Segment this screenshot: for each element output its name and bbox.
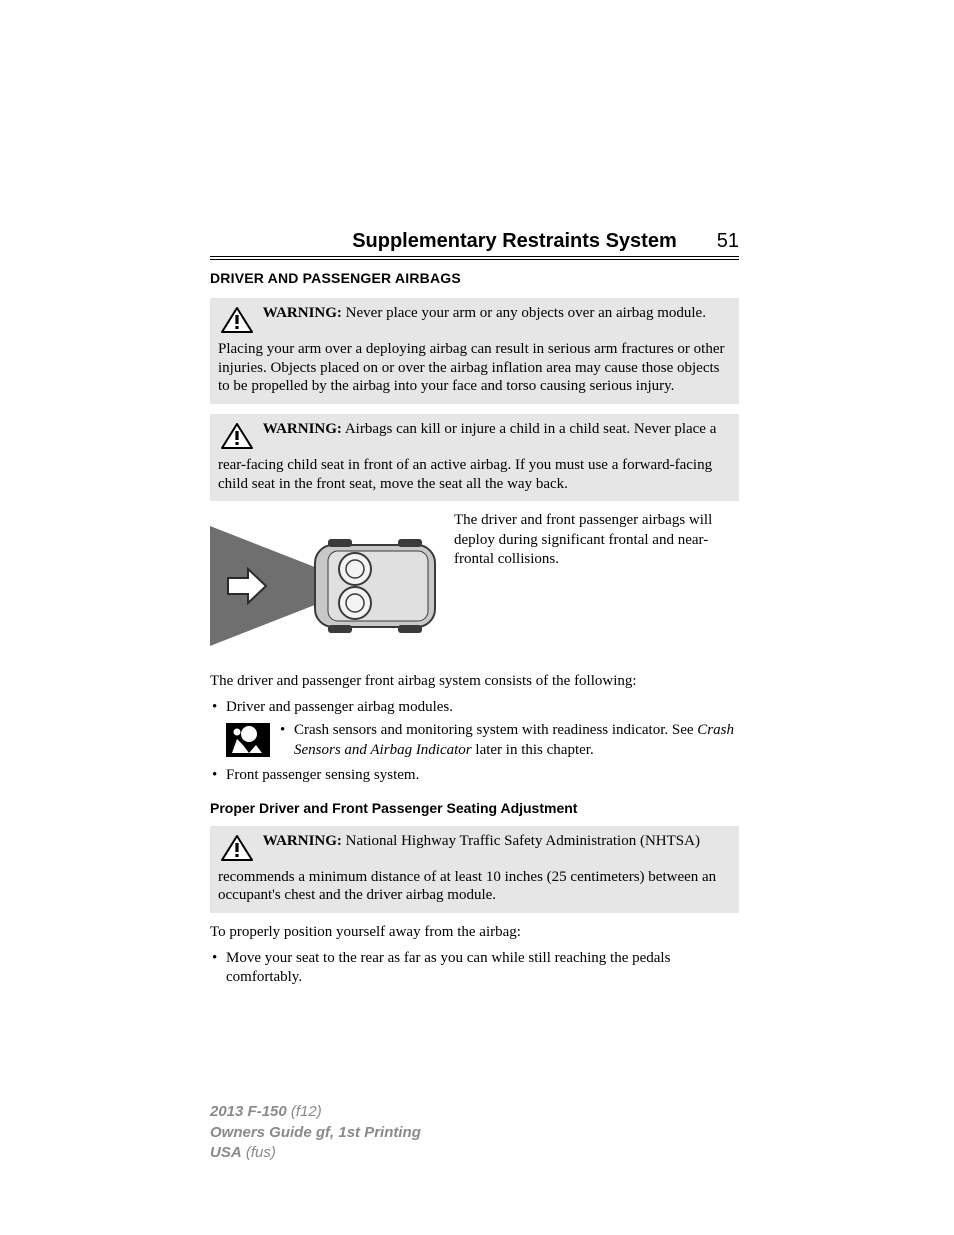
crash-sensors-text-b: later in this chapter. xyxy=(472,742,594,758)
warning-box-1: WARNING: Never place your arm or any obj… xyxy=(210,298,739,404)
page-container: Supplementary Restraints System 51 DRIVE… xyxy=(0,0,954,1235)
warning-label: WARNING: xyxy=(263,421,342,437)
footer-code-2: (fus) xyxy=(242,1144,276,1161)
warning-box-2: WARNING: Airbags can kill or injure a ch… xyxy=(210,414,739,501)
footer-line-1: 2013 F-150 (f12) xyxy=(210,1102,421,1122)
components-list-2: Front passenger sensing system. xyxy=(210,766,739,786)
airbag-indicator-icon xyxy=(226,723,270,762)
page-number: 51 xyxy=(717,230,739,253)
warning-label: WARNING: xyxy=(263,305,342,321)
list-item-crash-sensors: Crash sensors and monitoring system with… xyxy=(280,721,739,760)
position-intro: To properly position yourself away from … xyxy=(210,923,739,943)
diagram-row: The driver and front passenger airbags w… xyxy=(210,511,739,666)
footer-line-3: USA (fus) xyxy=(210,1143,421,1163)
warning-label: WARNING: xyxy=(263,833,342,849)
header-bottom-rule xyxy=(210,259,739,260)
warning-triangle-icon xyxy=(220,834,254,868)
warning-triangle-icon xyxy=(220,306,254,340)
page-footer: 2013 F-150 (f12) Owners Guide gf, 1st Pr… xyxy=(210,1102,421,1163)
indicator-row: Crash sensors and monitoring system with… xyxy=(226,721,739,762)
footer-model: 2013 F-150 xyxy=(210,1103,287,1120)
footer-region: USA xyxy=(210,1144,242,1161)
footer-code-1: (f12) xyxy=(287,1103,322,1120)
deploy-paragraph: The driver and front passenger airbags w… xyxy=(454,511,739,570)
page-header: Supplementary Restraints System 51 xyxy=(210,230,739,253)
airbag-deployment-diagram xyxy=(210,511,440,666)
list-item: Front passenger sensing system. xyxy=(210,766,739,786)
subheading-proper-seating: Proper Driver and Front Passenger Seatin… xyxy=(210,800,739,816)
section-heading-airbags: DRIVER AND PASSENGER AIRBAGS xyxy=(210,270,739,286)
warning-triangle-icon xyxy=(220,422,254,456)
footer-line-2: Owners Guide gf, 1st Printing xyxy=(210,1123,421,1143)
warning-box-3: WARNING: National Highway Traffic Safety… xyxy=(210,826,739,913)
chapter-title: Supplementary Restraints System xyxy=(352,230,677,253)
header-top-rule: Supplementary Restraints System 51 xyxy=(210,230,739,257)
position-list: Move your seat to the rear as far as you… xyxy=(210,949,739,988)
consists-intro: The driver and passenger front airbag sy… xyxy=(210,672,739,692)
components-list: Driver and passenger airbag modules. xyxy=(210,698,739,718)
list-item: Move your seat to the rear as far as you… xyxy=(210,949,739,988)
crash-sensors-text-a: Crash sensors and monitoring system with… xyxy=(294,722,697,738)
list-item: Driver and passenger airbag modules. xyxy=(210,698,739,718)
